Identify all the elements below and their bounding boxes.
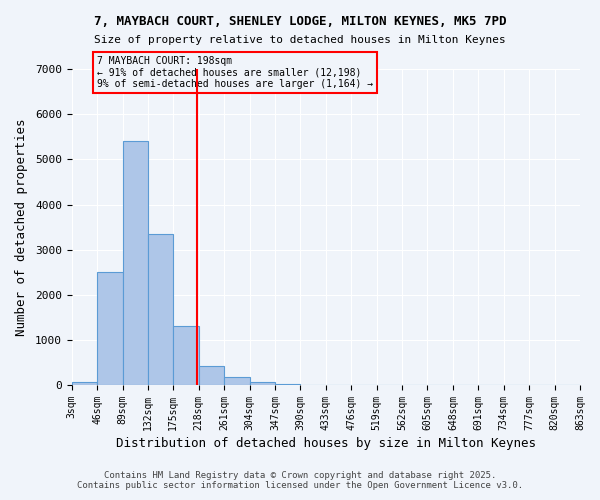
Bar	[148, 234, 173, 385]
Text: Contains HM Land Registry data © Crown copyright and database right 2025.
Contai: Contains HM Land Registry data © Crown c…	[77, 470, 523, 490]
Bar	[199, 366, 224, 385]
Bar	[71, 382, 97, 385]
Bar	[275, 384, 301, 385]
Bar	[122, 142, 148, 385]
X-axis label: Distribution of detached houses by size in Milton Keynes: Distribution of detached houses by size …	[116, 437, 536, 450]
Text: 7, MAYBACH COURT, SHENLEY LODGE, MILTON KEYNES, MK5 7PD: 7, MAYBACH COURT, SHENLEY LODGE, MILTON …	[94, 15, 506, 28]
Bar	[250, 382, 275, 385]
Text: Size of property relative to detached houses in Milton Keynes: Size of property relative to detached ho…	[94, 35, 506, 45]
Bar	[224, 376, 250, 385]
Y-axis label: Number of detached properties: Number of detached properties	[15, 118, 28, 336]
Bar	[173, 326, 199, 385]
Bar	[97, 272, 122, 385]
Text: 7 MAYBACH COURT: 198sqm
← 91% of detached houses are smaller (12,198)
9% of semi: 7 MAYBACH COURT: 198sqm ← 91% of detache…	[97, 56, 373, 90]
